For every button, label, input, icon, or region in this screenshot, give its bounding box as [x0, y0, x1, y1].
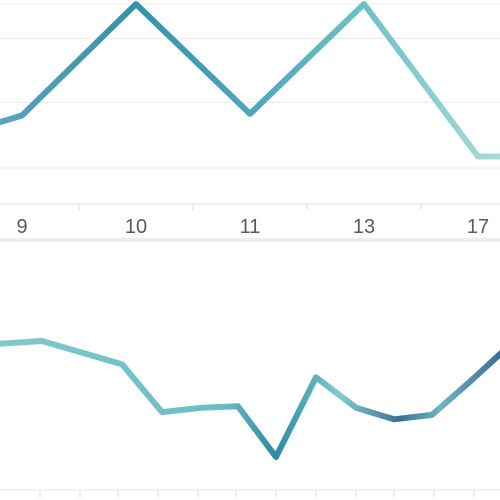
top-series-line: [0, 1, 500, 160]
top-x-tick-labels: 9 10 11 13 17: [16, 216, 489, 238]
top-x-tick-label: 10: [125, 216, 147, 238]
top-x-tick-label: 13: [353, 216, 375, 238]
top-line-chart: 9 10 11 13 17: [0, 1, 500, 238]
bottom-line-chart: [0, 338, 500, 497]
top-series-points: [0, 4, 500, 158]
top-x-tick-label: 11: [240, 216, 261, 238]
bottom-x-ticks: [39, 490, 475, 497]
top-x-tick-label: 17: [467, 216, 489, 238]
bottom-series-line: [0, 338, 500, 460]
top-x-ticks: [78, 204, 422, 210]
bottom-series-points: [0, 341, 500, 458]
top-gridlines: [0, 3, 500, 169]
chart-divider: [0, 238, 500, 242]
top-x-tick-label: 9: [16, 216, 27, 238]
